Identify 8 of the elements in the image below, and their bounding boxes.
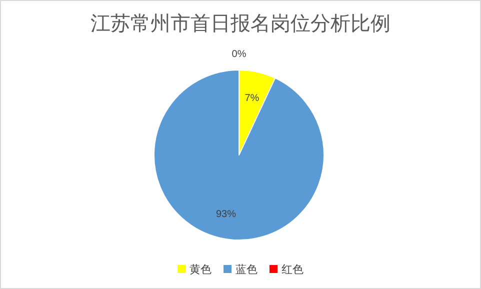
legend-label: 红色: [282, 264, 304, 276]
data-label: 93%: [216, 209, 236, 220]
legend-label: 黄色: [190, 263, 212, 276]
data-label: 7%: [244, 92, 260, 104]
chart-title: 江苏常州市首日报名岗位分析比例: [90, 13, 390, 35]
text: 0%: [232, 49, 246, 60]
legend-label: 蓝色: [236, 263, 258, 276]
pie-slice: [154, 70, 324, 240]
